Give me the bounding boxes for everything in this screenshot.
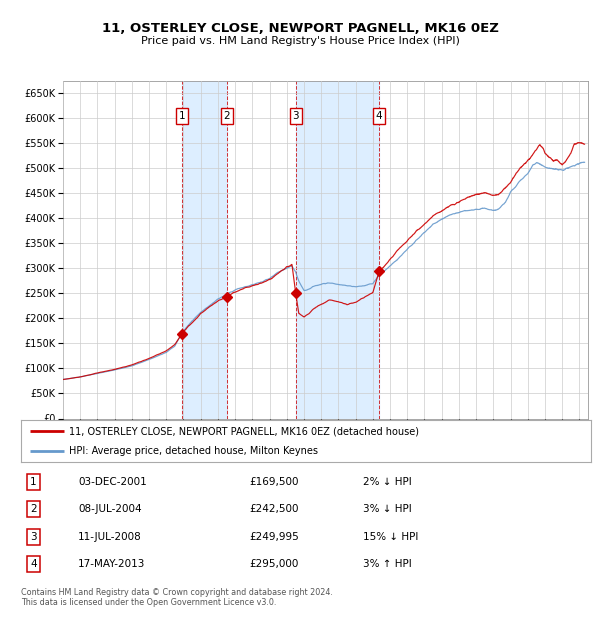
Text: £242,500: £242,500 <box>249 504 299 515</box>
Text: Contains HM Land Registry data © Crown copyright and database right 2024.: Contains HM Land Registry data © Crown c… <box>21 588 333 597</box>
Text: £295,000: £295,000 <box>249 559 298 569</box>
Text: 3% ↓ HPI: 3% ↓ HPI <box>363 504 412 515</box>
Text: Price paid vs. HM Land Registry's House Price Index (HPI): Price paid vs. HM Land Registry's House … <box>140 36 460 46</box>
Text: 2: 2 <box>224 111 230 121</box>
Text: 17-MAY-2013: 17-MAY-2013 <box>78 559 145 569</box>
Text: 03-DEC-2001: 03-DEC-2001 <box>78 477 147 487</box>
Text: HPI: Average price, detached house, Milton Keynes: HPI: Average price, detached house, Milt… <box>70 446 319 456</box>
Text: 1: 1 <box>30 477 37 487</box>
Text: 3: 3 <box>30 532 37 542</box>
Text: 2: 2 <box>30 504 37 515</box>
Text: 3% ↑ HPI: 3% ↑ HPI <box>363 559 412 569</box>
Text: 3: 3 <box>292 111 299 121</box>
Text: £249,995: £249,995 <box>249 532 299 542</box>
Text: 08-JUL-2004: 08-JUL-2004 <box>78 504 142 515</box>
Text: 11, OSTERLEY CLOSE, NEWPORT PAGNELL, MK16 0EZ: 11, OSTERLEY CLOSE, NEWPORT PAGNELL, MK1… <box>101 22 499 35</box>
Text: 4: 4 <box>376 111 383 121</box>
Text: £169,500: £169,500 <box>249 477 299 487</box>
Text: 1: 1 <box>179 111 185 121</box>
Text: 11-JUL-2008: 11-JUL-2008 <box>78 532 142 542</box>
Bar <box>296 81 379 419</box>
Text: This data is licensed under the Open Government Licence v3.0.: This data is licensed under the Open Gov… <box>21 598 277 607</box>
Text: 11, OSTERLEY CLOSE, NEWPORT PAGNELL, MK16 0EZ (detached house): 11, OSTERLEY CLOSE, NEWPORT PAGNELL, MK1… <box>70 426 419 436</box>
Text: 2% ↓ HPI: 2% ↓ HPI <box>363 477 412 487</box>
Text: 4: 4 <box>30 559 37 569</box>
Text: 15% ↓ HPI: 15% ↓ HPI <box>363 532 418 542</box>
Bar <box>182 81 227 419</box>
